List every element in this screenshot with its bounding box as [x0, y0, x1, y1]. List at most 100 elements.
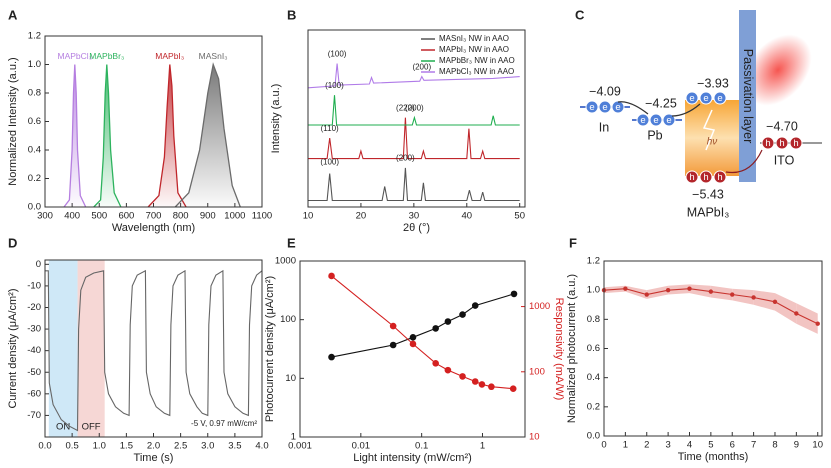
panel-letter: D [8, 235, 17, 250]
x-axis-label: Time (months) [678, 451, 749, 463]
x-tick-label: 1 [623, 440, 628, 451]
area-fill [148, 64, 187, 207]
data-point [389, 322, 397, 330]
y-axis-label: Current density (μA/cm²) [7, 288, 19, 408]
y-tick-label: -10 [27, 280, 41, 291]
holes [685, 136, 803, 184]
x-tick-label: 0.0 [38, 441, 51, 452]
x-tick-label: 800 [173, 211, 189, 222]
x-tick-label: 400 [64, 211, 80, 222]
series-line [331, 293, 515, 358]
photon-arrow [702, 109, 716, 151]
y-axis-label: Photocurrent density (μA/cm²) [264, 276, 276, 422]
x-tick-label: 7 [751, 440, 756, 451]
arrow [671, 103, 701, 117]
y-tick-label: 0.6 [28, 116, 41, 127]
x-tick-label: 3.5 [228, 441, 241, 452]
annotation: (200) [412, 62, 431, 71]
panel-letter: E [287, 235, 296, 250]
data-point [459, 373, 466, 380]
energy-diagram: C Passivation layer e e e e e e e e e h … [575, 7, 822, 219]
legend-label: MAPbBr₃ NW in AAO [439, 56, 515, 65]
y-axis-label: Normalized Intensity (a.u.) [7, 57, 19, 185]
y-tick-label: 1.0 [28, 59, 41, 70]
data-point [432, 325, 439, 332]
y-tick-label: 0.4 [587, 372, 600, 383]
hole-label: h [793, 138, 798, 149]
series-line [93, 64, 122, 208]
y-tick-label: 0.0 [28, 202, 41, 213]
x-tick-label: 0.001 [288, 441, 312, 452]
x-tick-label: 20 [356, 211, 367, 222]
data-point [328, 272, 335, 280]
series-line [63, 64, 87, 208]
x-tick-label: 1100 [252, 211, 272, 222]
y2-axis-label: Responsivity (mA/W) [553, 298, 565, 401]
plot-frame [299, 260, 526, 438]
data-point [478, 381, 486, 388]
data-point [730, 292, 735, 297]
energy-label: −4.25 [645, 96, 677, 110]
plot-frame [44, 259, 263, 438]
error-band [625, 285, 647, 299]
x-tick-label: 700 [146, 211, 162, 222]
data-point [644, 292, 649, 297]
y-tick-label: 1 [291, 432, 296, 443]
data-point [471, 378, 479, 385]
legend-label: MAPbCl₃ NW in AAO [439, 67, 514, 76]
electron-label: e [615, 102, 620, 113]
x-tick-label: 0.5 [66, 441, 79, 452]
y2-tick-label: 1000 [529, 301, 550, 312]
x-tick-label: 3.0 [201, 441, 214, 452]
y2-tick-label: 100 [529, 366, 545, 377]
passivation-label: Passivation layer [741, 49, 755, 144]
data-point [794, 311, 799, 316]
annotation: (200) [405, 103, 424, 112]
x-tick-label: 500 [91, 211, 107, 222]
x-tick-label: 1.5 [120, 441, 133, 452]
arrow [617, 101, 649, 115]
electrode-label: Pb [647, 128, 662, 142]
absorber-box [685, 100, 739, 176]
photon-label: hν [707, 137, 718, 148]
error-band [732, 288, 754, 305]
series-line [308, 95, 520, 126]
data-point [751, 295, 756, 300]
y2-tick-label: 10 [529, 432, 540, 443]
plot-frame [307, 29, 526, 208]
x-tick-label: 2 [644, 440, 649, 451]
x-tick-label: 2.5 [174, 441, 187, 452]
y-tick-label: 10 [285, 373, 296, 384]
x-tick-label: 2.0 [147, 441, 160, 452]
data-point [409, 340, 417, 348]
x-tick-label: 40 [461, 211, 472, 222]
x-tick-label: 4.0 [255, 441, 268, 452]
electrons [585, 91, 727, 127]
series-line [147, 64, 187, 208]
y-tick-label: -70 [27, 410, 41, 421]
plot-frame [44, 35, 263, 208]
data-point [815, 321, 820, 326]
electrode-label: ITO [774, 153, 795, 167]
y-tick-label: 0.4 [28, 145, 41, 156]
x-axis-label: Time (s) [134, 452, 174, 464]
electron-label: e [640, 115, 645, 126]
panel-letter: C [575, 7, 585, 22]
x-tick-label: 0 [601, 440, 606, 451]
y-tick-label: 0.8 [28, 88, 41, 99]
x-tick-label: 4 [687, 440, 692, 451]
panel-letter: F [569, 235, 577, 250]
x-tick-label: 600 [118, 211, 134, 222]
electron-label: e [703, 93, 708, 104]
absorber-label: MAPbI₃ [687, 205, 730, 219]
x-tick-label: 5 [708, 440, 713, 451]
data-point [509, 385, 517, 393]
x-tick-label: 9 [794, 440, 799, 451]
x-tick-label: 1 [480, 441, 485, 452]
data-point [409, 334, 417, 341]
y-tick-label: 1000 [275, 256, 296, 267]
legend-label: MASnI₃ NW in AAO [439, 34, 509, 43]
shaded-region [77, 260, 105, 437]
passivation-layer [739, 10, 756, 182]
x-tick-label: 1000 [224, 211, 245, 222]
